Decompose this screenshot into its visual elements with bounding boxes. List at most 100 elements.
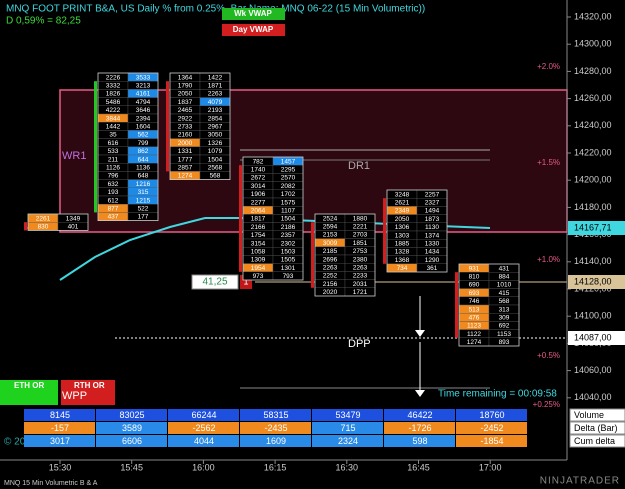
price-marker-label: 14128,00 <box>574 276 612 286</box>
bid-value: 2857 <box>178 165 193 172</box>
stat-value: -1854 <box>480 436 503 446</box>
ask-value: 1880 <box>353 215 368 222</box>
ask-value: 1290 <box>425 257 440 264</box>
bar-outline <box>27 213 89 231</box>
stat-value: 2324 <box>338 436 358 446</box>
bid-value: 1442 <box>106 124 121 131</box>
bid-value: 2160 <box>178 132 193 139</box>
range-box <box>191 274 239 290</box>
ask-value: 2394 <box>136 115 151 122</box>
bid-value: 2594 <box>323 224 338 231</box>
bid-value: 1274 <box>178 173 193 180</box>
ask-value: 4161 <box>136 91 151 98</box>
ask-value: 1136 <box>136 165 150 172</box>
bid-value: 632 <box>108 181 119 188</box>
bid-value: 2672 <box>251 175 266 182</box>
price-label: 14200,00 <box>574 175 612 185</box>
ask-value: 2082 <box>281 183 296 190</box>
percent-label: +1.0% <box>537 255 560 264</box>
ask-value: 1010 <box>497 282 512 289</box>
bar-body <box>383 198 386 264</box>
legend-button[interactable] <box>222 24 285 36</box>
ask-value: 4794 <box>136 99 151 106</box>
ask-value: 1604 <box>136 124 151 131</box>
bid-value: 796 <box>108 173 119 180</box>
legend-button[interactable] <box>222 8 285 20</box>
bid-value: 5486 <box>106 99 121 106</box>
stat-cell <box>96 422 167 434</box>
stat-value: 46422 <box>407 410 432 420</box>
ask-value: 415 <box>499 290 510 297</box>
bid-value: 2156 <box>323 281 338 288</box>
time-label: 16:30 <box>336 462 359 472</box>
ask-value: 2357 <box>281 232 296 239</box>
stat-label: Volume <box>574 410 604 420</box>
bid-value: 3009 <box>323 240 338 247</box>
bid-value: 3014 <box>251 183 266 190</box>
level-label: WPP <box>62 390 87 402</box>
bid-value: 1740 <box>251 167 266 174</box>
bid-value: 1817 <box>251 216 266 223</box>
bar-body <box>455 272 458 338</box>
stat-cell <box>96 435 167 447</box>
subtitle: D 0,59% = 82,25 <box>6 16 81 27</box>
bid-value: 3844 <box>106 115 121 122</box>
time-label: 15:30 <box>49 462 72 472</box>
or-label: RTH OR <box>74 381 105 390</box>
ask-value: 2703 <box>353 232 368 239</box>
stat-cell <box>24 435 95 447</box>
ask-value: 1330 <box>425 241 440 248</box>
ask-value: 2186 <box>281 224 296 231</box>
bid-value: 1954 <box>251 265 266 272</box>
ask-value: 2854 <box>208 115 223 122</box>
bid-value: 193 <box>108 189 119 196</box>
bar-outline <box>314 213 376 297</box>
ask-value: 2302 <box>281 240 296 247</box>
stat-cell <box>384 435 455 447</box>
ask-value: 2031 <box>353 281 368 288</box>
bid-value: 2153 <box>323 232 338 239</box>
bid-value: 437 <box>108 214 119 221</box>
price-marker-label: 14087,00 <box>574 332 612 342</box>
price-label: 14280,00 <box>574 66 612 76</box>
ask-value: 1422 <box>208 74 223 81</box>
stat-cell <box>312 409 383 421</box>
bar-body <box>166 81 169 172</box>
stat-cell <box>168 435 239 447</box>
ask-value: 315 <box>138 189 149 196</box>
percent-label: +0.5% <box>537 351 560 360</box>
price-label: 14040,00 <box>574 392 612 402</box>
stat-value: 83025 <box>119 410 144 420</box>
ask-value: 1301 <box>281 265 296 272</box>
ask-value: 2380 <box>353 256 368 263</box>
bid-value: 2277 <box>251 199 266 206</box>
ask-value: 648 <box>138 173 149 180</box>
ask-value: 1457 <box>281 158 296 165</box>
stat-cell <box>240 409 311 421</box>
ask-value: 1153 <box>497 331 511 338</box>
stat-cell <box>240 422 311 434</box>
ask-value: 1326 <box>208 140 223 147</box>
ask-value: 1871 <box>208 83 223 90</box>
ask-value: 313 <box>499 306 510 313</box>
ask-value: 568 <box>210 173 221 180</box>
stat-cell <box>24 422 95 434</box>
ask-value: 2233 <box>353 273 368 280</box>
ask-value: 4079 <box>208 99 223 106</box>
ask-value: 522 <box>138 206 149 213</box>
bar-outline <box>169 72 231 180</box>
bid-value: 1328 <box>395 249 410 256</box>
bar-outline <box>242 156 304 281</box>
bid-value: 810 <box>469 274 480 281</box>
ask-value: 2263 <box>353 265 368 272</box>
ask-value: 568 <box>499 298 510 305</box>
ask-value: 3050 <box>208 132 223 139</box>
or-label: ETH OR <box>14 381 44 390</box>
bar-body <box>94 81 97 213</box>
stat-value: -2435 <box>264 423 287 433</box>
bid-value: 1368 <box>395 257 410 264</box>
bid-value: 1303 <box>395 232 410 239</box>
stat-cell <box>384 409 455 421</box>
stat-cell <box>312 435 383 447</box>
bid-value: 2064 <box>251 208 266 215</box>
